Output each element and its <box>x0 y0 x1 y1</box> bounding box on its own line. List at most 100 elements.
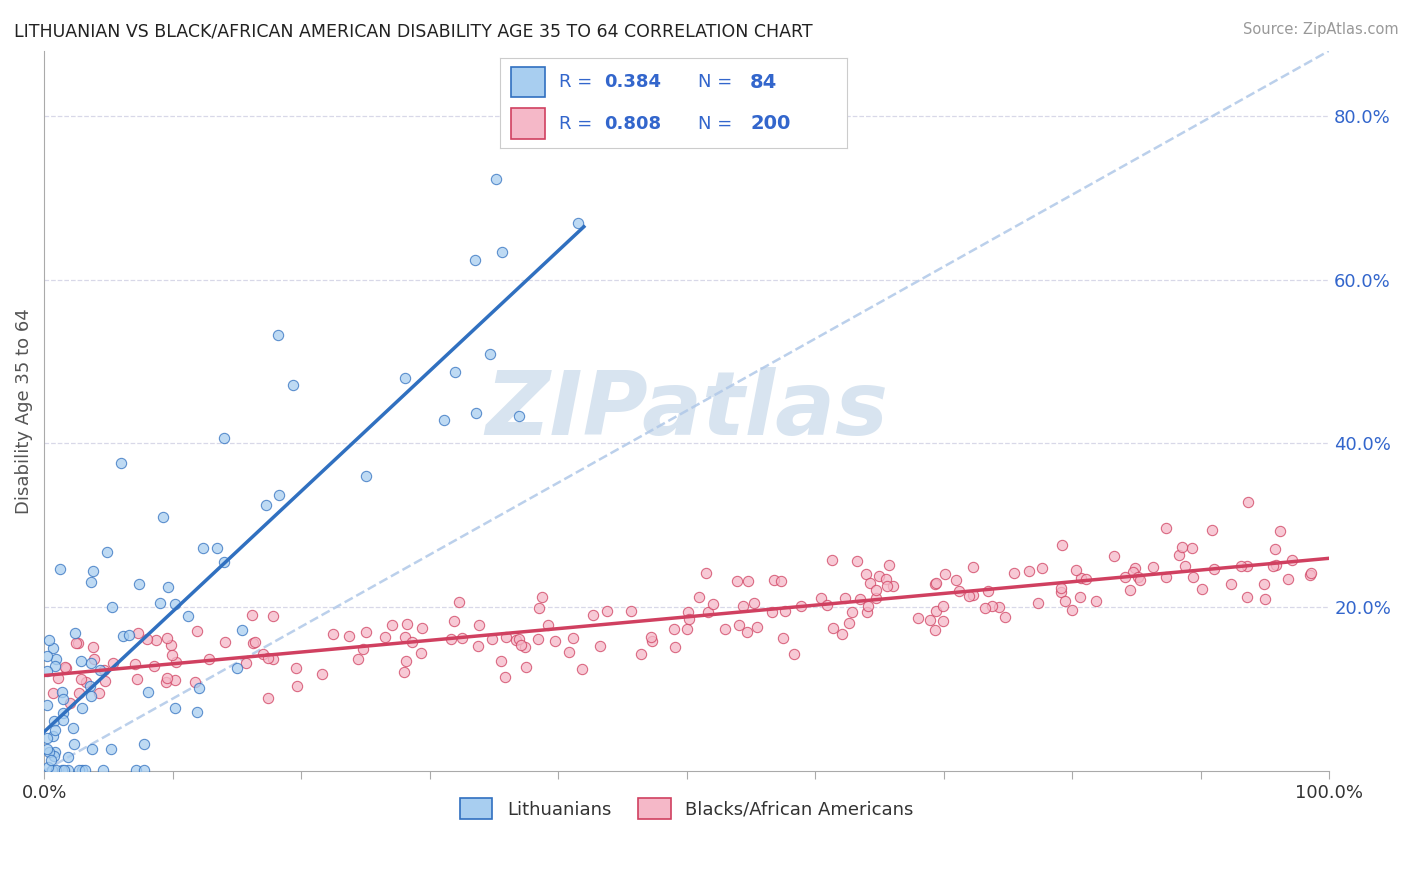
Point <box>773 604 796 618</box>
Point <box>44 723 66 737</box>
Point <box>242 636 264 650</box>
Point <box>855 567 877 582</box>
Point <box>73 763 96 777</box>
Point <box>925 604 948 618</box>
Point <box>38 632 60 647</box>
Point <box>856 599 879 613</box>
Point <box>45 763 67 777</box>
Point <box>65 626 87 640</box>
Point <box>339 629 361 643</box>
Point <box>75 675 97 690</box>
Point <box>728 617 751 632</box>
Point <box>374 630 396 644</box>
Point <box>1263 558 1285 573</box>
Point <box>110 456 132 470</box>
Point <box>508 409 530 424</box>
Point <box>1167 548 1189 562</box>
Point <box>945 573 967 587</box>
Point <box>630 647 652 661</box>
Point <box>51 763 73 777</box>
Point <box>165 656 187 670</box>
Point <box>508 632 530 646</box>
Point <box>831 627 853 641</box>
Point <box>37 698 59 713</box>
Point <box>48 562 70 576</box>
Point <box>485 172 508 186</box>
Point <box>1156 570 1178 584</box>
Point <box>72 763 94 777</box>
Text: LITHUANIAN VS BLACK/AFRICAN AMERICAN DISABILITY AGE 35 TO 64 CORRELATION CHART: LITHUANIAN VS BLACK/AFRICAN AMERICAN DIS… <box>14 22 813 40</box>
Point <box>356 469 378 483</box>
Point <box>51 685 73 699</box>
Point <box>87 686 110 700</box>
Point <box>186 705 208 719</box>
Point <box>1122 565 1144 579</box>
Point <box>285 679 308 693</box>
Point <box>243 634 266 648</box>
Point <box>977 583 1000 598</box>
Point <box>567 216 589 230</box>
Point <box>447 595 470 609</box>
Point <box>676 606 699 620</box>
Point <box>44 746 66 760</box>
Point <box>39 753 62 767</box>
Point <box>783 648 806 662</box>
Point <box>571 662 593 676</box>
Point <box>981 599 1004 613</box>
Point <box>156 631 179 645</box>
Point <box>93 763 115 777</box>
Point <box>70 653 93 667</box>
Point <box>443 614 465 628</box>
Point <box>112 629 135 643</box>
Point <box>165 598 187 612</box>
Point <box>93 663 115 677</box>
Point <box>58 763 80 777</box>
Point <box>1253 577 1275 591</box>
Point <box>45 652 67 666</box>
Point <box>322 626 344 640</box>
Point <box>143 659 166 673</box>
Point <box>962 559 984 574</box>
Point <box>128 576 150 591</box>
Point <box>42 640 65 655</box>
Point <box>1191 582 1213 597</box>
Point <box>962 588 984 602</box>
Point <box>283 378 305 392</box>
Point <box>1002 566 1025 581</box>
Point <box>865 582 887 597</box>
Point <box>662 622 685 636</box>
Point <box>132 737 155 751</box>
Point <box>433 413 456 427</box>
Point <box>118 628 141 642</box>
Point <box>1156 521 1178 535</box>
Point <box>156 580 179 594</box>
Point <box>1026 596 1049 610</box>
Point <box>394 630 416 644</box>
Point <box>1171 541 1194 555</box>
Point <box>820 553 842 567</box>
Point <box>855 606 877 620</box>
Point <box>1060 603 1083 617</box>
Point <box>254 498 277 512</box>
Point <box>231 623 253 637</box>
Point <box>226 661 249 675</box>
Point <box>256 690 278 705</box>
Point <box>931 614 953 628</box>
Point <box>411 621 433 635</box>
Point <box>82 564 104 578</box>
Point <box>41 763 63 777</box>
Point <box>381 617 404 632</box>
Point <box>44 658 66 673</box>
Point <box>1129 573 1152 587</box>
Point <box>478 346 501 360</box>
Point <box>582 608 605 623</box>
Point <box>876 579 898 593</box>
Point <box>664 640 686 654</box>
Point <box>932 599 955 613</box>
Point <box>772 631 794 645</box>
Point <box>35 741 58 756</box>
Point <box>702 597 724 611</box>
Point <box>52 691 75 706</box>
Point <box>395 617 418 632</box>
Point <box>1254 591 1277 606</box>
